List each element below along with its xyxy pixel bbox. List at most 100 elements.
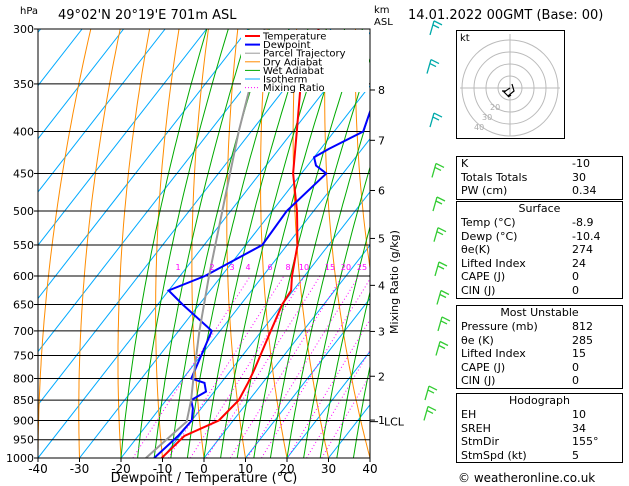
surface-row: θe(K) 274	[457, 243, 622, 257]
mixing-ratio-line	[321, 374, 370, 458]
wind-barb	[436, 289, 450, 305]
mixing-ratio-label: 6	[267, 263, 272, 272]
hodograph-ring-label: 20	[490, 103, 500, 112]
km-tick-label: 6	[378, 184, 385, 197]
pressure-tick-label: 400	[13, 126, 34, 139]
datetime-title: 14.01.2022 00GMT (Base: 00)	[408, 8, 604, 23]
hodograph-title: Hodograph	[509, 394, 570, 407]
surface-label: Dewp (°C)	[461, 229, 518, 243]
mixing-ratio-line	[189, 275, 306, 458]
isotherm-line	[162, 191, 370, 458]
mixing-ratio-label: 25	[357, 263, 367, 272]
pressure-tick-label: 350	[13, 78, 34, 91]
isotherm-line	[203, 244, 370, 458]
wind-barb	[432, 196, 446, 212]
mixing-ratio-label: 3	[229, 263, 234, 272]
surface-row: Dewp (°C) -10.4	[457, 230, 622, 244]
most-unstable-value: 0	[572, 360, 579, 374]
temperature-tick-label: -20	[111, 462, 131, 476]
legend-box	[241, 30, 369, 92]
most-unstable-label: Pressure (mb)	[461, 320, 538, 333]
hodograph-table: Hodograph EH 10 SREH 34 StmDir 155° StmSpd (kt…	[456, 393, 623, 464]
copyright: © weatheronline.co.uk	[458, 471, 596, 485]
isotherm-line	[120, 137, 370, 458]
dry-adiabat-line	[78, 29, 121, 458]
pressure-tick-label: 500	[13, 205, 34, 218]
most-unstable-label: θe (K)	[461, 333, 494, 347]
surface-table: Surface Temp (°C) -8.9 Dewp (°C) -10.4 θe(K)…	[456, 201, 623, 299]
legend-label: Dewpoint	[263, 40, 311, 51]
x-axis-label: Dewpoint / Temperature (°C)	[111, 471, 298, 486]
hodograph-row: EH 10	[457, 408, 622, 422]
mixing-ratio-line	[261, 278, 370, 458]
surface-row: Temp (°C) -8.9	[457, 216, 622, 230]
temperature-tick-label: 10	[238, 462, 253, 476]
dry-adiabat-line	[354, 29, 370, 272]
surface-value: 274	[572, 243, 593, 257]
temperature-tick-label: -30	[70, 462, 90, 476]
isotherm-line	[245, 297, 370, 458]
y-axis-label: Mixing Ratio (g/kg)	[388, 230, 401, 334]
wind-barb	[426, 59, 440, 74]
wind-barb	[433, 227, 447, 242]
mixing-ratio-line	[306, 349, 370, 458]
surface-label: Lifted Index	[461, 256, 526, 270]
surface-title: Surface	[518, 202, 561, 215]
legend-label: Isotherm	[263, 75, 307, 86]
mixing-ratio-line	[229, 275, 343, 458]
temperature-tick-label: -10	[153, 462, 173, 476]
most-unstable-row: CIN (J) 0	[457, 374, 622, 388]
pressure-tick-label: 450	[13, 167, 34, 180]
hodograph-kt-label: kt	[460, 33, 470, 44]
surface-label: CIN (J)	[461, 283, 496, 297]
surface-value: -8.9	[572, 216, 594, 229]
hpa-label: hPa	[20, 6, 39, 17]
most-unstable-label: CIN (J)	[461, 374, 496, 388]
mixing-ratio-label: 20	[341, 263, 351, 272]
dewpoint-series	[153, 108, 370, 458]
most-unstable-value: 15	[572, 347, 586, 361]
hodograph-row: StmDir 155°	[457, 435, 622, 449]
legend-label: Wet Adiabat	[263, 66, 324, 77]
km-tick-label: 4	[378, 279, 385, 292]
wet-adiabat-line	[352, 363, 370, 458]
isotherm-line	[38, 29, 125, 140]
hodograph-storm-marker	[502, 90, 512, 98]
pressure-tick-label: 950	[13, 434, 34, 447]
hodograph-value: 10	[572, 408, 586, 421]
surface-row: CIN (J) 0	[457, 284, 622, 298]
surface-value: 0	[572, 270, 579, 284]
km-tick-label: 7	[378, 134, 385, 147]
legend-label: Parcel Trajectory	[263, 49, 346, 60]
surface-label: CAPE (J)	[461, 270, 506, 284]
parcel-trajectory-series	[145, 29, 266, 458]
hodograph-ring-label: 30	[482, 113, 492, 122]
pressure-tick-label: 900	[13, 414, 34, 427]
temperature-series	[161, 29, 320, 458]
hodograph-ring-label: 40	[474, 123, 484, 132]
most-unstable-value: 812	[572, 320, 593, 333]
most-unstable-label: Lifted Index	[461, 347, 526, 361]
wind-barb	[437, 316, 451, 332]
legend-label: Temperature	[262, 32, 326, 43]
lcl-label: LCL	[384, 416, 405, 429]
most-unstable-table: Most Unstable Pressure (mb) 812 θe (K) 285 L…	[456, 305, 623, 389]
pressure-tick-label: 850	[13, 394, 34, 407]
wind-barb	[434, 261, 448, 277]
mixing-ratio-label: 8	[285, 263, 290, 272]
pressure-tick-label: 650	[13, 299, 34, 312]
temperature-tick-label: 30	[321, 462, 336, 476]
hodograph-row: StmSpd (kt) 5	[457, 449, 622, 463]
mixing-ratio-label: 2	[209, 263, 214, 272]
mixing-ratio-label: 4	[245, 263, 250, 272]
isotherm-line	[38, 29, 208, 246]
most-unstable-row: θe (K) 285	[457, 334, 622, 348]
legend-label: Mixing Ratio	[263, 83, 325, 94]
hodograph-label: EH	[461, 408, 477, 421]
most-unstable-value: 0	[572, 374, 579, 388]
hodograph-label: SREH	[461, 421, 491, 435]
hodograph-value: 34	[572, 421, 586, 435]
surface-value: 24	[572, 256, 586, 270]
skewt-plot-area	[38, 29, 370, 458]
